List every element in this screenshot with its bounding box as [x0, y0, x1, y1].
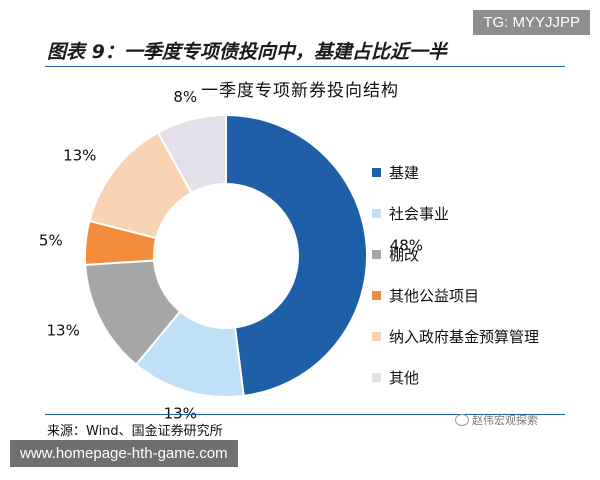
legend-item: 其他	[372, 357, 539, 398]
legend-swatch	[372, 209, 381, 218]
slice-data-label: 13%	[47, 321, 80, 339]
slice-data-label: 8%	[173, 88, 197, 106]
figure-title: 图表 9：一季度专项债投向中，基建占比近一半	[47, 41, 447, 63]
legend-item: 社会事业	[372, 193, 539, 234]
watermark-top: TG: MYYJJPP	[473, 10, 590, 35]
slice-data-label: 48%	[390, 237, 423, 255]
legend-item: 其他公益项目	[372, 275, 539, 316]
legend-swatch	[372, 250, 381, 259]
legend-label: 棚改	[389, 246, 420, 264]
source-divider	[45, 414, 565, 415]
slice-data-label: 13%	[164, 404, 197, 422]
legend-item: 棚改	[372, 234, 539, 275]
legend-label: 社会事业	[389, 205, 450, 223]
source-note: 来源：Wind、国金证券研究所	[47, 424, 223, 439]
donut-slice	[225, 113, 368, 398]
legend: 基建社会事业棚改其他公益项目纳入政府基金预算管理 其他	[372, 152, 539, 398]
legend-swatch	[372, 332, 381, 341]
legend-label: 纳入政府基金预算管理	[389, 328, 540, 346]
logo-text: 赵伟宏观探索	[472, 414, 538, 427]
legend-item: 纳入政府基金预算管理	[372, 316, 539, 357]
legend-swatch	[372, 168, 381, 177]
legend-swatch	[372, 373, 381, 382]
wechat-icon	[455, 414, 469, 426]
slice-data-label: 13%	[63, 146, 96, 164]
watermark-bottom: www.homepage-hth-game.com	[10, 440, 238, 467]
legend-label: 其他	[389, 369, 420, 387]
legend-label: 基建	[389, 164, 420, 182]
logo: 赵伟宏观探索	[455, 412, 538, 428]
chart-title: 一季度专项新券投向结构	[201, 81, 399, 101]
legend-swatch	[372, 291, 381, 300]
legend-item: 基建	[372, 152, 539, 193]
slice-data-label: 5%	[39, 232, 63, 250]
legend-label: 其他公益项目	[389, 287, 480, 305]
donut-slice	[156, 113, 227, 195]
title-divider	[45, 66, 565, 67]
